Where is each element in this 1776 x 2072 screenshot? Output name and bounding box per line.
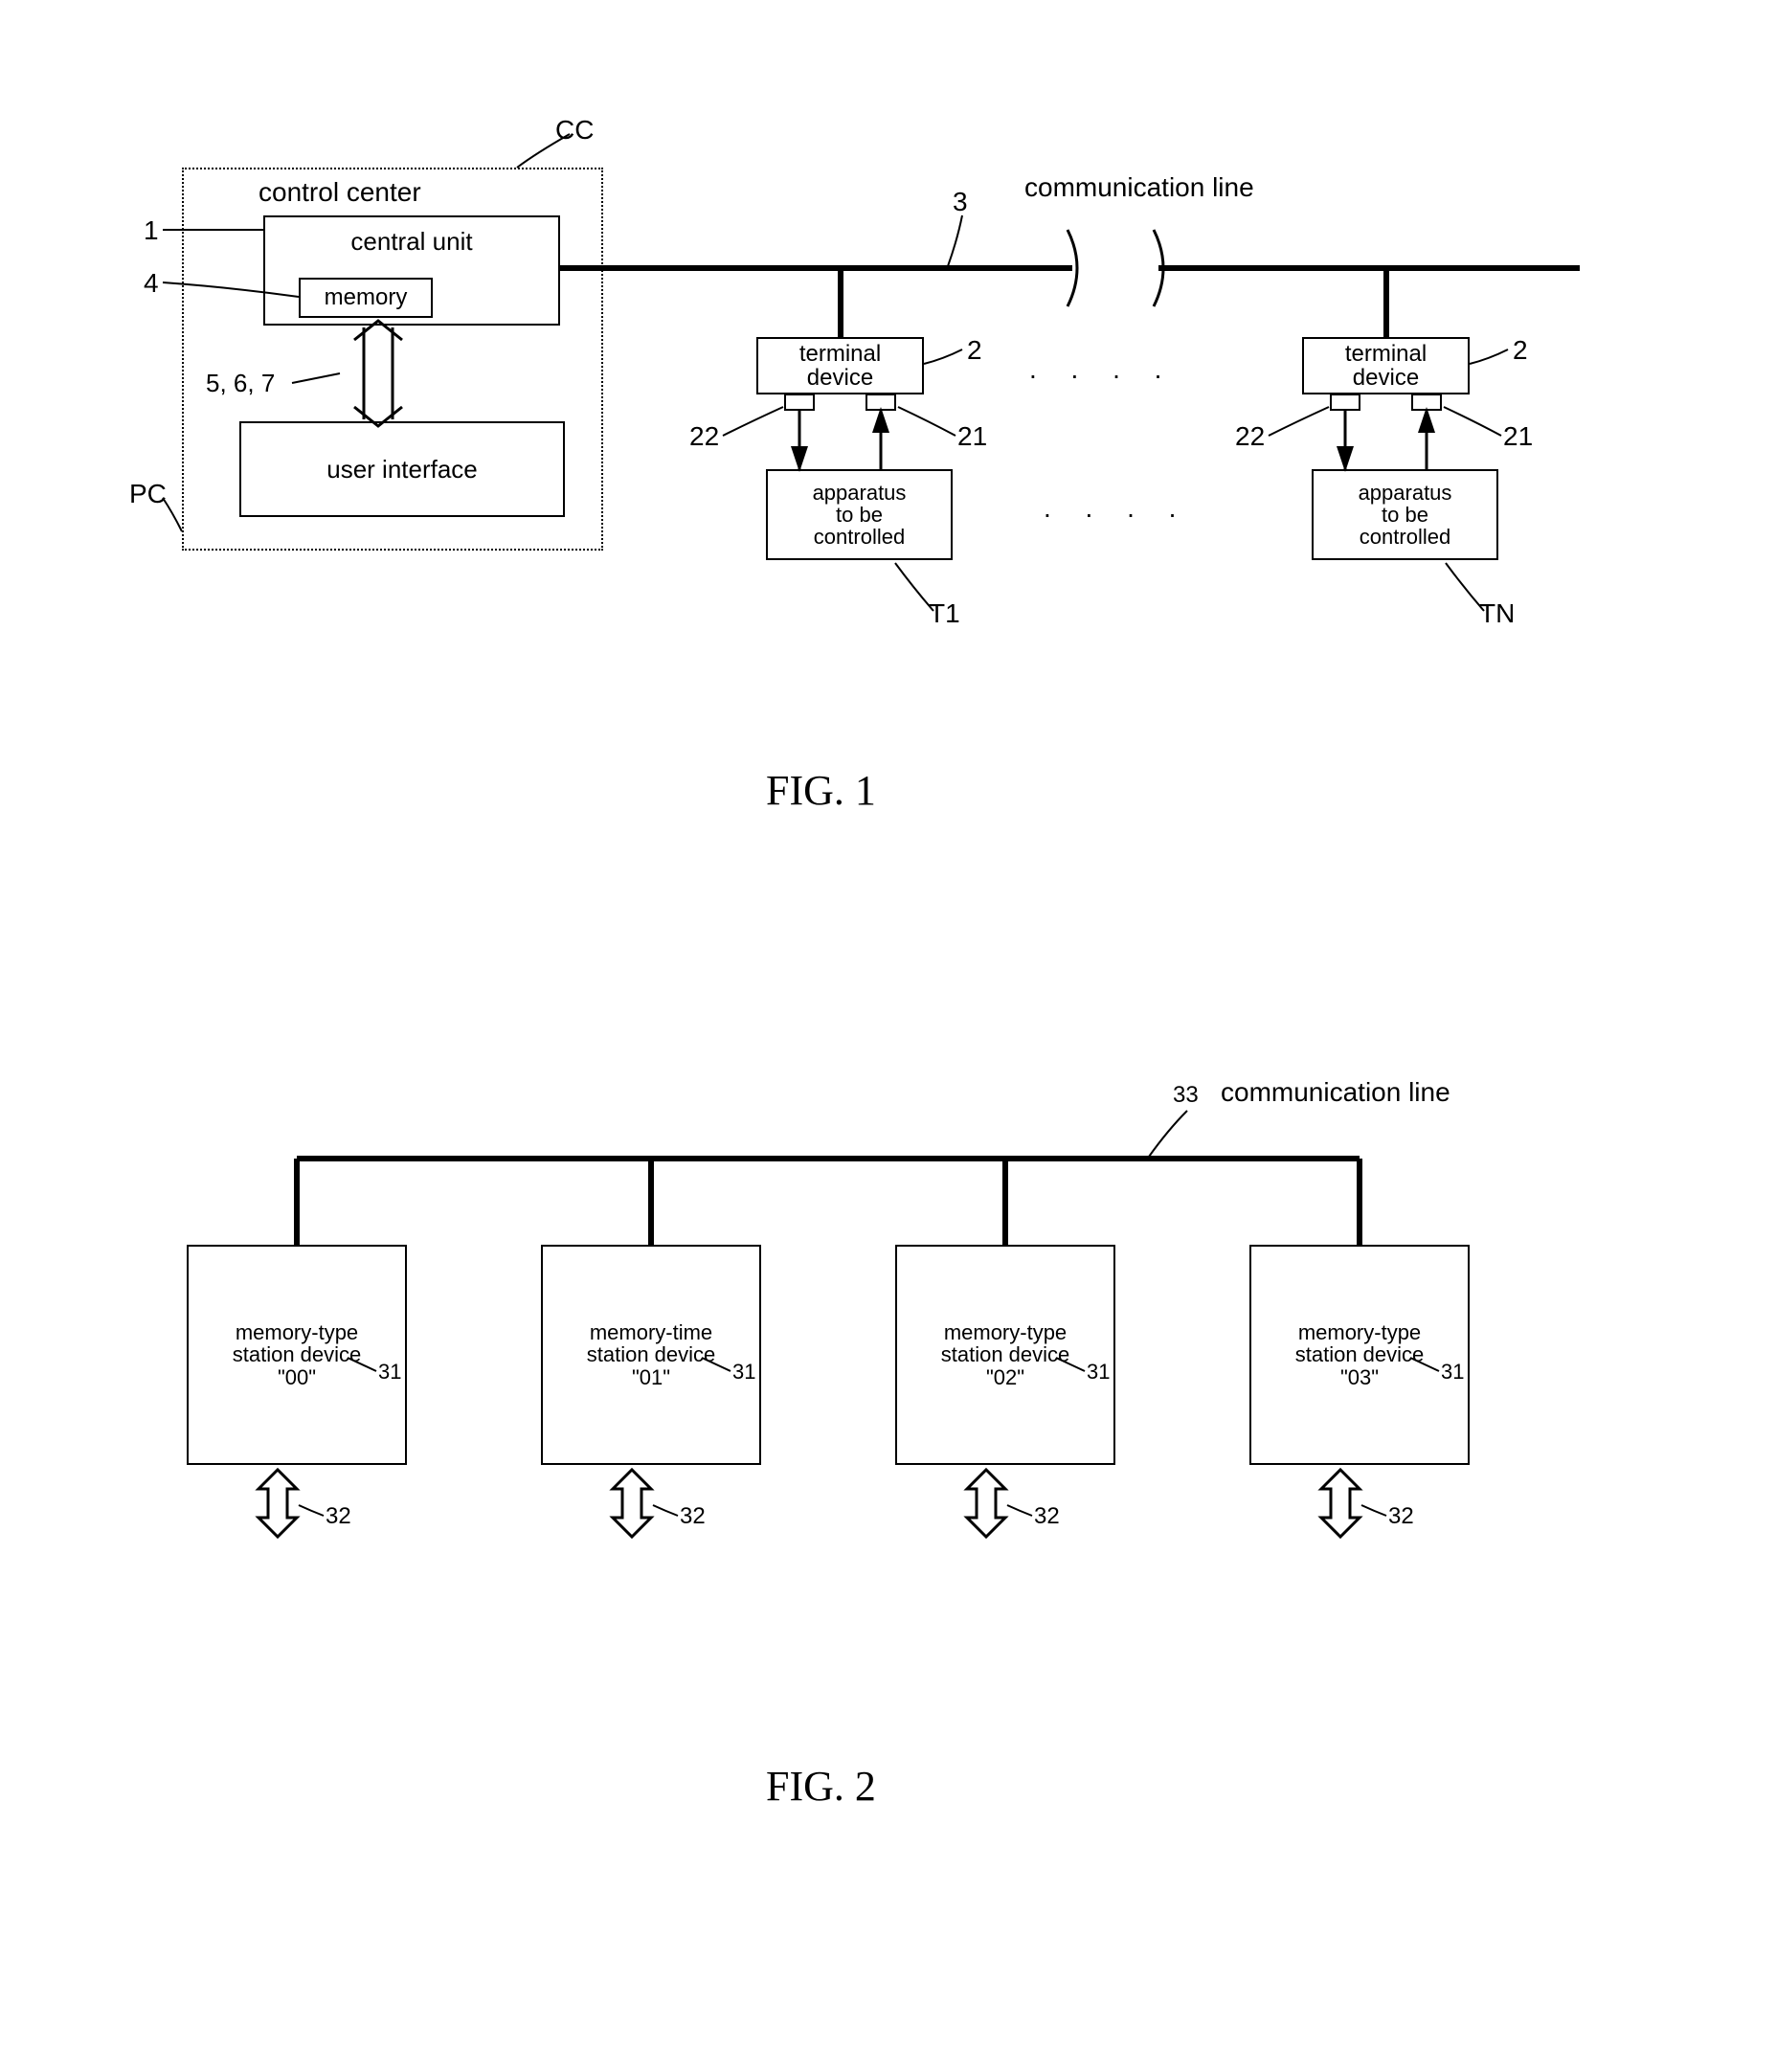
ref-567: 5, 6, 7 — [206, 369, 275, 398]
station-02: memory-type station device "02" — [895, 1245, 1115, 1465]
comm-line-label-1: communication line — [1024, 172, 1254, 203]
ref-32-b: 32 — [680, 1503, 706, 1530]
ref-31-a: 31 — [378, 1360, 401, 1385]
station-03-type: memory-type station device — [1295, 1321, 1425, 1365]
station-00: memory-type station device "00" — [187, 1245, 407, 1465]
station-03: memory-type station device "03" — [1249, 1245, 1470, 1465]
ref-2b: 2 — [1513, 335, 1528, 366]
ref-31-c: 31 — [1087, 1360, 1110, 1385]
ref-32-d: 32 — [1388, 1503, 1414, 1530]
ref-33: 33 — [1173, 1082, 1199, 1109]
user-interface-box: user interface — [239, 421, 565, 517]
ref-1: 1 — [144, 215, 159, 246]
comm-line-label-2: communication line — [1221, 1077, 1450, 1108]
fig2-caption: FIG. 2 — [766, 1762, 876, 1811]
ref-3: 3 — [953, 187, 968, 217]
ref-22a: 22 — [689, 421, 719, 452]
station-02-type: memory-type station device — [941, 1321, 1070, 1365]
station-00-type: memory-type station device — [233, 1321, 362, 1365]
control-center-label: control center — [259, 177, 421, 208]
ref-21b: 21 — [1503, 421, 1533, 452]
station-00-id: "00" — [278, 1366, 316, 1388]
terminal-device-1: terminal device — [756, 337, 924, 394]
station-01-id: "01" — [632, 1366, 670, 1388]
ref-t1: T1 — [929, 598, 960, 629]
memory-label: memory — [325, 284, 408, 311]
ref-4: 4 — [144, 268, 159, 299]
fig1-caption: FIG. 1 — [766, 766, 876, 815]
ref-21a: 21 — [957, 421, 987, 452]
station-02-id: "02" — [986, 1366, 1024, 1388]
ref-31-b: 31 — [732, 1360, 755, 1385]
ref-22b: 22 — [1235, 421, 1265, 452]
ref-pc: PC — [129, 479, 167, 509]
ref-tn: TN — [1479, 598, 1515, 629]
ref-2a: 2 — [967, 335, 982, 366]
station-01-type: memory-time station device — [587, 1321, 716, 1365]
station-03-id: "03" — [1340, 1366, 1379, 1388]
station-01: memory-time station device "01" — [541, 1245, 761, 1465]
ref-32-a: 32 — [326, 1503, 351, 1530]
ref-32-c: 32 — [1034, 1503, 1060, 1530]
ref-31-d: 31 — [1441, 1360, 1464, 1385]
apparatus-1: apparatus to be controlled — [766, 469, 953, 560]
central-unit-label: central unit — [350, 227, 472, 257]
ref-cc: CC — [555, 115, 594, 146]
apparatus-n: apparatus to be controlled — [1312, 469, 1498, 560]
dots-top: . . . . — [1029, 354, 1175, 385]
user-interface-label: user interface — [326, 455, 478, 484]
terminal-device-n: terminal device — [1302, 337, 1470, 394]
dots-bottom: . . . . — [1044, 493, 1189, 524]
memory-box: memory — [299, 278, 433, 318]
